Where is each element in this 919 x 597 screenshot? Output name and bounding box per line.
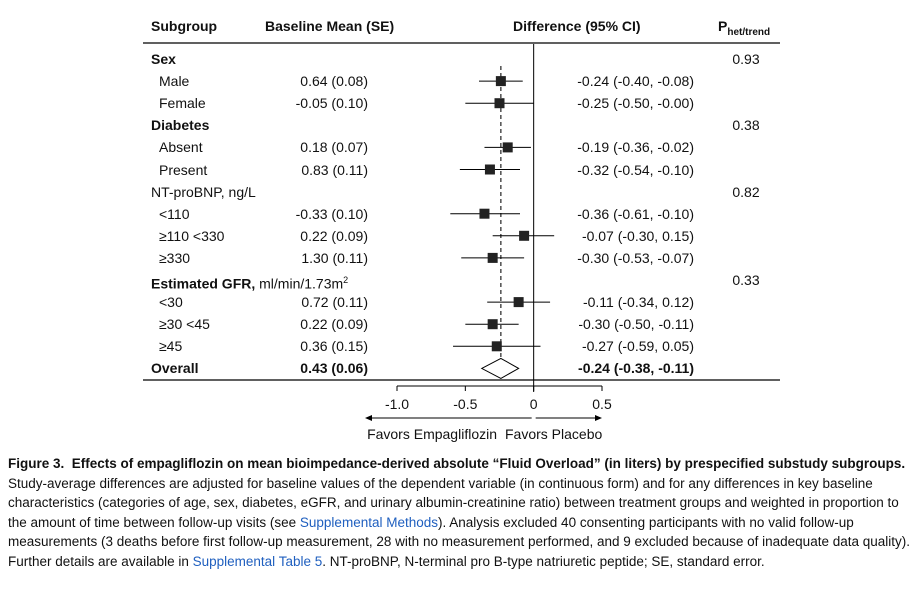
baseline-value: 0.22 (0.09) <box>300 316 368 333</box>
subgroup-label: Male <box>159 73 190 90</box>
header-subgroup: Subgroup <box>151 18 218 34</box>
row-label-sup: 2 <box>343 275 349 285</box>
caption-text-1: Study-average differences are adjusted f… <box>8 475 899 530</box>
baseline-value: 0.64 (0.08) <box>300 73 368 90</box>
p-value: 0.82 <box>732 183 760 200</box>
supplemental-table-link[interactable]: Supplemental Table 5 <box>192 553 323 569</box>
overall-diamond <box>480 357 520 379</box>
subgroup-label: ≥110 <330 <box>159 227 225 244</box>
difference-value: -0.19 (-0.36, -0.02) <box>577 139 694 156</box>
p-value: 0.38 <box>732 117 760 134</box>
figure-caption: Figure 3. Effects of empagliflozin on me… <box>8 454 913 572</box>
point-estimate-square <box>479 208 490 219</box>
subgroup-label: <110 <box>159 205 190 222</box>
point-estimate-square <box>495 76 506 87</box>
point-estimate-square <box>487 319 498 330</box>
group-label: NT-proBNP, ng/L <box>151 183 256 200</box>
point-estimate-square <box>491 341 502 352</box>
baseline-value: -0.33 (0.10) <box>295 205 368 222</box>
difference-value: -0.25 (-0.50, -0.00) <box>577 95 694 112</box>
row-label: Estimated GFR, ml/min/1.73m2 <box>151 272 348 292</box>
favors-empagliflozin-label: Favors Empagliflozin <box>367 426 497 442</box>
baseline-value: -0.05 (0.10) <box>295 95 368 112</box>
subgroup-label: ≥45 <box>159 338 183 355</box>
overall-label: Overall <box>151 360 199 377</box>
point-estimate-square <box>513 297 524 308</box>
overall-difference: -0.24 (-0.38, -0.11) <box>578 360 694 377</box>
difference-value: -0.24 (-0.40, -0.08) <box>577 73 694 90</box>
p-value: 0.93 <box>732 51 760 67</box>
difference-value: -0.32 (-0.54, -0.10) <box>577 161 694 178</box>
x-tick-label: -0.5 <box>453 396 478 412</box>
baseline-value: 0.36 (0.15) <box>300 338 368 355</box>
caption-text-2: ). Analysis excluded 40 consenting parti… <box>8 514 911 569</box>
header-p-value: Phet/trend <box>718 18 770 41</box>
group-label: Diabetes <box>151 117 210 134</box>
overall-baseline: 0.43 (0.06) <box>300 360 368 377</box>
x-tick-label: 0 <box>529 396 538 412</box>
caption-title: Effects of empagliflozin on mean bioimpe… <box>71 456 906 471</box>
difference-value: -0.30 (-0.53, -0.07) <box>577 249 694 266</box>
group-label: Sex <box>151 51 176 67</box>
baseline-value: 0.83 (0.11) <box>301 161 368 178</box>
header-p-main: P <box>718 18 728 34</box>
favors-right-arrowhead <box>595 415 602 421</box>
baseline-value: 0.22 (0.09) <box>300 227 368 244</box>
subgroup-label: Absent <box>159 139 203 156</box>
header-difference: Difference (95% CI) <box>513 18 641 34</box>
baseline-value: 0.18 (0.07) <box>300 139 368 156</box>
difference-value: -0.27 (-0.59, 0.05) <box>581 338 694 355</box>
subgroup-label: Present <box>159 161 208 178</box>
x-tick-label: -1.0 <box>384 396 410 412</box>
row-label-main: Estimated GFR, <box>151 275 260 292</box>
caption-label: Figure 3. <box>8 456 65 471</box>
subgroup-label: ≥330 <box>159 249 191 266</box>
favors-placebo-label: Favors Placebo <box>505 426 603 442</box>
point-estimate-square <box>494 98 505 109</box>
difference-value: -0.30 (-0.50, -0.11) <box>578 316 694 333</box>
difference-value: -0.11 (-0.34, 0.12) <box>582 294 694 311</box>
supplemental-methods-link[interactable]: Supplemental Methods <box>299 514 438 530</box>
x-tick-label: 0.5 <box>592 396 612 412</box>
subgroup-label: ≥30 <45 <box>159 316 210 333</box>
point-estimate-square <box>502 142 513 153</box>
p-value: 0.33 <box>732 272 760 288</box>
difference-value: -0.07 (-0.30, 0.15) <box>581 227 694 244</box>
subgroup-label: Female <box>159 95 206 112</box>
point-estimate-square <box>487 252 498 263</box>
forest-plot-svg <box>143 42 780 421</box>
row-label-units: ml/min/1.73m <box>259 275 344 292</box>
subgroup-label: <30 <box>159 294 183 311</box>
forest-plot-figure: Subgroup Baseline Mean (SE) Difference (… <box>143 18 780 442</box>
header-baseline: Baseline Mean (SE) <box>265 18 395 34</box>
baseline-value: 0.72 (0.11) <box>301 294 368 311</box>
favors-left-arrowhead <box>365 415 372 421</box>
baseline-value: 1.30 (0.11) <box>301 249 368 266</box>
point-estimate-square <box>519 230 530 241</box>
header-p-sub: het/trend <box>727 26 771 38</box>
point-estimate-square <box>484 164 495 175</box>
difference-value: -0.36 (-0.61, -0.10) <box>577 205 694 222</box>
caption-text-3: . NT-proBNP, N-terminal pro B-type natri… <box>322 553 765 569</box>
